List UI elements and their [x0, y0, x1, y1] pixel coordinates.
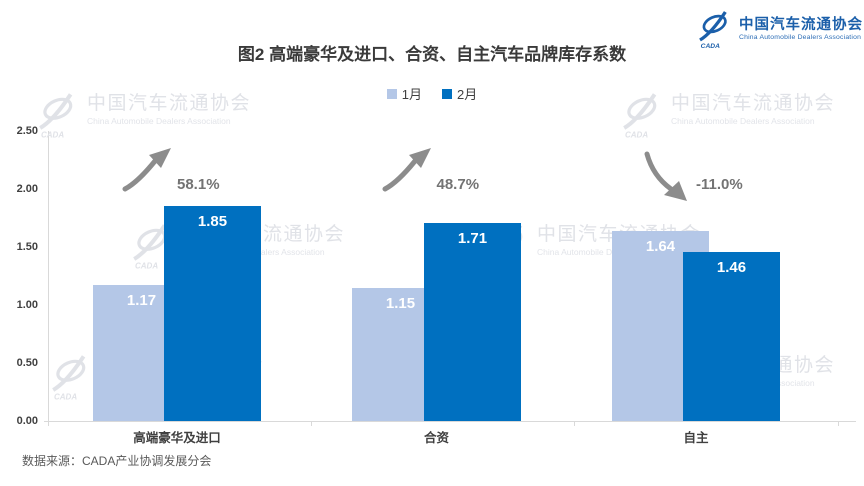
logo-title-zh: 中国汽车流通协会: [739, 16, 863, 33]
bar-value-label: 1.85: [197, 213, 228, 231]
x-axis-line: [44, 421, 856, 422]
data-source-note: 数据来源：CADA产业协调发展分会: [22, 454, 212, 468]
y-axis-tick-label: 1.00: [16, 299, 38, 311]
change-percent-label: -11.0%: [696, 176, 743, 193]
svg-text:CADA: CADA: [625, 131, 648, 140]
bar-2月-合资: 1.71: [424, 222, 521, 421]
x-axis-tick: [574, 421, 575, 426]
decrease-arrow-icon: [642, 150, 692, 209]
cada-logo-icon: CADA: [699, 11, 727, 50]
watermark-text-en: China Automobile Dealers Association: [87, 115, 231, 126]
svg-text:CADA: CADA: [135, 262, 158, 271]
bar-value-label: 1.71: [457, 229, 488, 247]
cada-logo: CADA 中国汽车流通协会 China Automobile Dealers A…: [694, 10, 863, 50]
y-axis-tick-label: 0.50: [16, 357, 38, 369]
legend-item-2月[interactable]: 2月: [442, 84, 477, 103]
y-axis-tick-label: 2.50: [16, 125, 38, 137]
change-percent-label: 58.1%: [177, 176, 220, 193]
watermark-text-en: China Automobile Dealers Association: [671, 115, 815, 126]
legend-label: 1月: [401, 87, 422, 102]
y-axis-tick-label: 0.00: [16, 415, 38, 427]
legend-item-1月[interactable]: 1月: [386, 84, 422, 103]
legend-swatch: [442, 88, 452, 99]
y-axis-line: [48, 131, 49, 426]
increase-arrow-icon: [382, 146, 434, 197]
y-axis-tick-label: 1.50: [16, 241, 38, 253]
bar-2月-高端豪华及进口: 1.85: [164, 206, 261, 421]
bar-value-label: 1.17: [126, 292, 157, 310]
increase-arrow-icon: [122, 146, 174, 197]
svg-text:CADA: CADA: [41, 131, 64, 140]
category-label-自主: 自主: [683, 431, 709, 445]
category-label-合资: 合资: [423, 431, 450, 445]
cada-logo-text: 中国汽车流通协会 China Automobile Dealers Associ…: [739, 17, 863, 43]
svg-text:CADA: CADA: [701, 43, 720, 50]
legend-label: 2月: [457, 87, 478, 102]
cada-watermark-icon: CADA: [52, 355, 86, 402]
bar-2月-自主: 1.46: [683, 251, 780, 421]
change-percent-label: 48.7%: [436, 176, 480, 193]
y-axis-tick-label: 2.00: [16, 183, 38, 195]
x-axis-tick: [838, 421, 839, 426]
legend: 1月 2月: [0, 84, 864, 103]
svg-text:CADA: CADA: [54, 393, 77, 402]
bar-value-label: 1.15: [385, 294, 416, 312]
logo-title-en: China Automobile Dealers Association: [739, 34, 862, 42]
chart-title: 图2 高端豪华及进口、合资、自主汽车品牌库存系数: [237, 45, 627, 64]
bar-value-label: 1.64: [645, 237, 676, 255]
bar-value-label: 1.46: [716, 258, 747, 276]
x-axis-tick: [311, 421, 312, 426]
legend-swatch: [386, 88, 397, 99]
category-label-高端豪华及进口: 高端豪华及进口: [133, 431, 221, 445]
